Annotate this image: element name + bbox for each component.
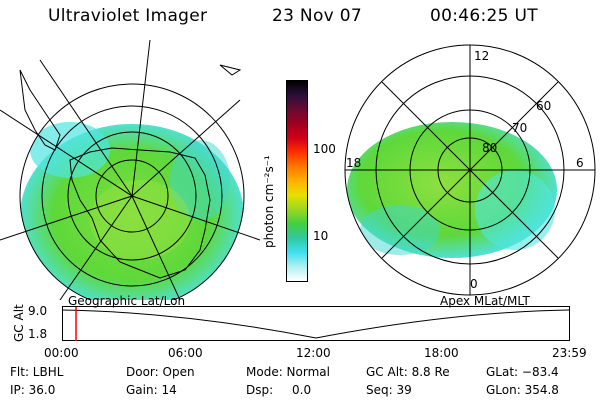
- altitude-xtick-0: 00:00: [44, 346, 79, 360]
- altitude-xtick-4: 23:59: [552, 346, 587, 360]
- mlt-labels: 12 18 6 0 60 70 80: [346, 49, 584, 291]
- gain-info: Gain: 14: [126, 383, 177, 397]
- altitude-xtick-2: 12:00: [296, 346, 331, 360]
- colorbar-tick-100: 100: [313, 142, 336, 156]
- apex-map: 12 18 6 0 60 70 80: [344, 44, 596, 296]
- mlat-80-label: 80: [482, 141, 497, 155]
- meridian-lines: [0, 40, 260, 300]
- mlt-6-label: 6: [576, 156, 584, 170]
- left-map-label: Geographic Lat/Lon: [68, 294, 186, 308]
- colorbar-unit-label: photon cm⁻²s⁻¹: [262, 155, 276, 248]
- altitude-ylabel: GC Alt: [12, 304, 26, 342]
- geographic-map: [0, 40, 260, 300]
- altitude-xtick-1: 06:00: [168, 346, 203, 360]
- gc-alt-info: GC Alt: 8.8 Re: [366, 365, 450, 379]
- time-label: 00:46:25 UT: [430, 6, 538, 26]
- right-map-label: Apex MLat/MLT: [440, 294, 530, 308]
- altitude-curve: [62, 309, 570, 339]
- date-label: 23 Nov 07: [272, 6, 362, 26]
- latitude-circles: [19, 83, 245, 300]
- dsp-label: Dsp:: [246, 383, 274, 397]
- mode-info: Mode: Normal: [246, 365, 330, 379]
- mlat-70-label: 70: [512, 121, 527, 135]
- mlt-18-label: 18: [346, 156, 361, 170]
- app-title: Ultraviolet Imager: [48, 6, 208, 26]
- altitude-plot: [62, 306, 570, 341]
- door-info: Door: Open: [126, 365, 195, 379]
- mlt-12-label: 12: [474, 49, 489, 63]
- aurora-emission-left: [20, 122, 244, 300]
- antarctica-outline: [69, 147, 211, 279]
- mlat-60-label: 60: [536, 99, 551, 113]
- altitude-ytick-min: 1.8: [28, 327, 48, 341]
- altitude-xtick-3: 18:00: [424, 346, 459, 360]
- colorbar: [286, 80, 308, 282]
- altitude-ytick-max: 9.0: [28, 304, 48, 318]
- ip-info: IP: 36.0: [10, 383, 56, 397]
- seq-info: Seq: 39: [366, 383, 412, 397]
- mlt-lines: [345, 45, 595, 295]
- dsp-value: 0.0: [292, 383, 312, 397]
- glat-info: GLat: −83.4: [486, 365, 559, 379]
- glon-info: GLon: 354.8: [486, 383, 559, 397]
- aurora-emission-right: [347, 122, 557, 258]
- filter-info: Flt: LBHL: [10, 365, 64, 379]
- mlt-0-label: 0: [470, 277, 478, 291]
- colorbar-tick-10: 10: [313, 229, 329, 243]
- south-america-outline: [19, 69, 61, 151]
